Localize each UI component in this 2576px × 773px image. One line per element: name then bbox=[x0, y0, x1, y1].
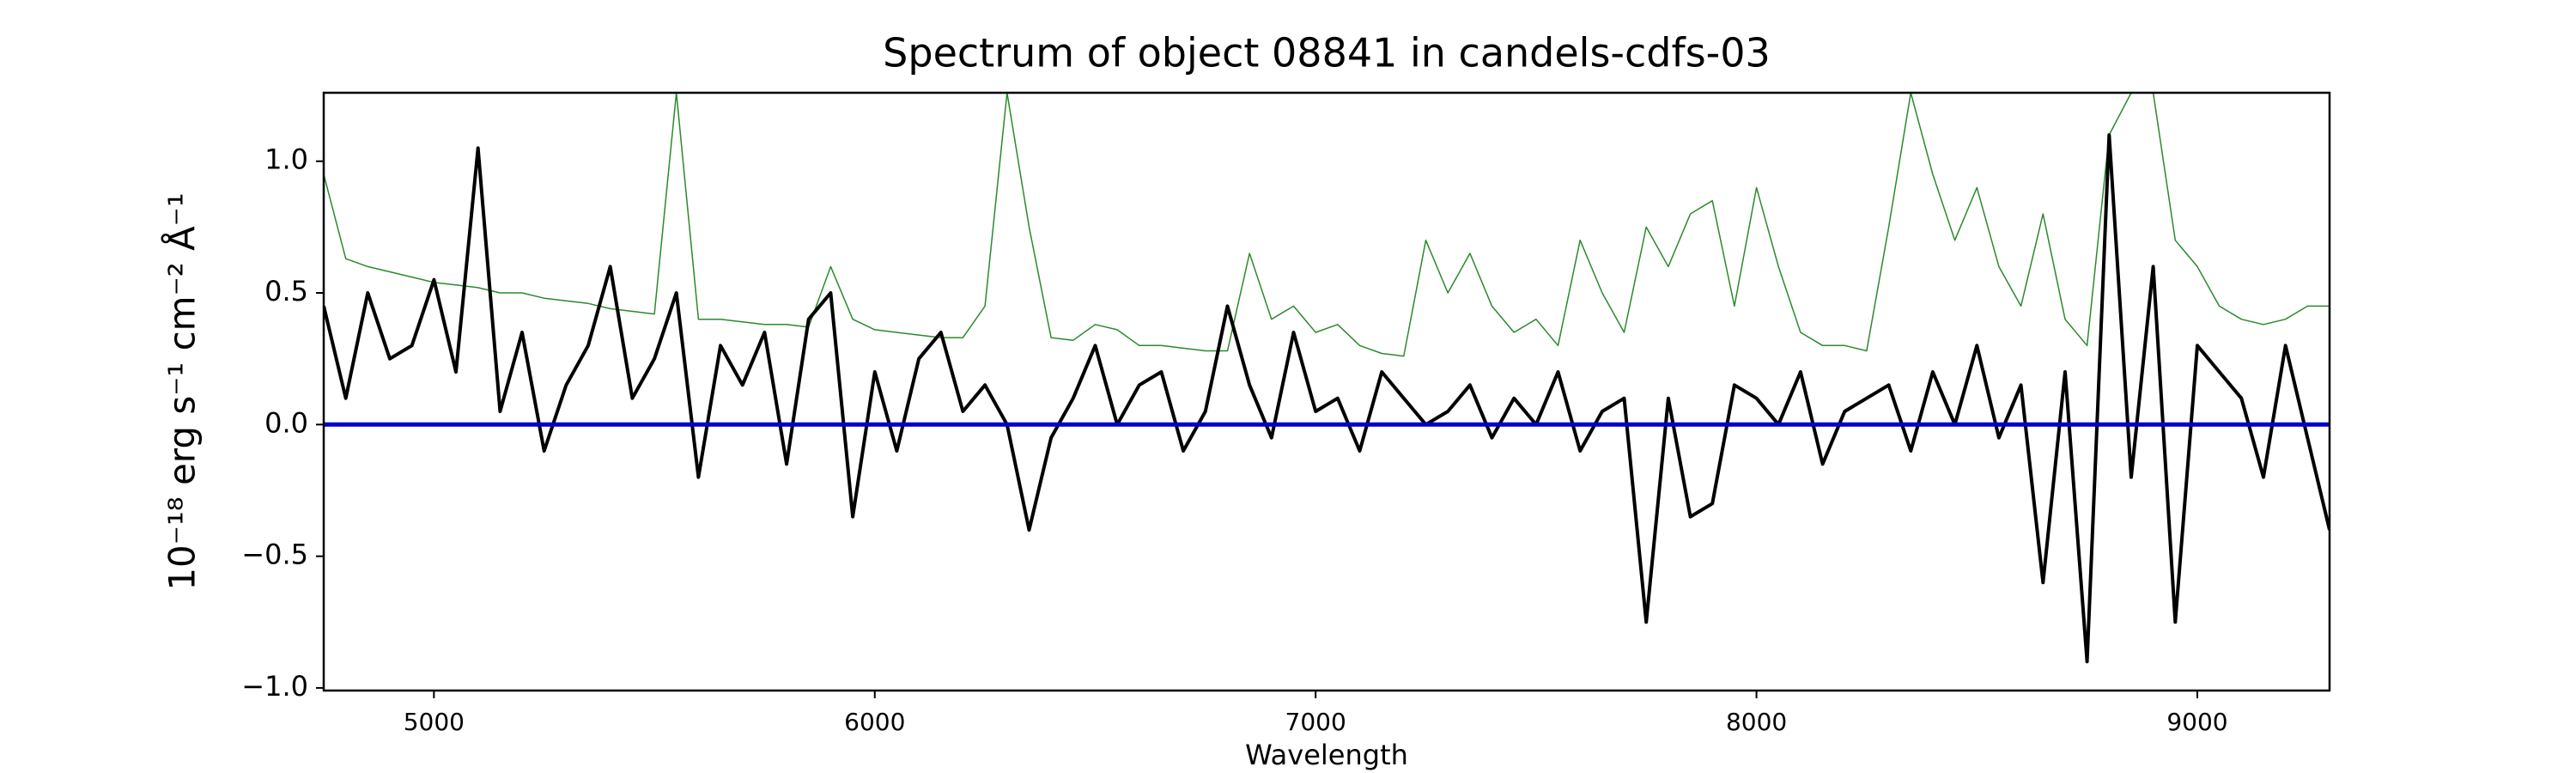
y-tick-label: −0.5 bbox=[241, 539, 308, 571]
x-tick-label: 6000 bbox=[844, 708, 905, 736]
x-tick-label: 8000 bbox=[1726, 708, 1787, 736]
x-tick-label: 7000 bbox=[1285, 708, 1346, 736]
y-tick-label: −1.0 bbox=[241, 670, 308, 703]
plot-area bbox=[324, 93, 2330, 664]
y-tick-label: 0.0 bbox=[264, 406, 308, 439]
spectrum-line bbox=[324, 93, 2330, 357]
x-axis-label: Wavelength bbox=[1245, 739, 1408, 771]
x-tick-label: 9000 bbox=[2166, 708, 2227, 736]
y-tick-label: 1.0 bbox=[264, 143, 308, 176]
y-axis-label: 10⁻¹⁸ erg s⁻¹ cm⁻² Å⁻¹ bbox=[161, 192, 204, 590]
axes-frame bbox=[322, 91, 2331, 692]
chart-title: Spectrum of object 08841 in candels-cdfs… bbox=[883, 30, 1771, 76]
x-tick-label: 5000 bbox=[404, 708, 465, 736]
spectrum-line bbox=[324, 133, 2330, 664]
y-tick-label: 0.5 bbox=[264, 275, 308, 307]
